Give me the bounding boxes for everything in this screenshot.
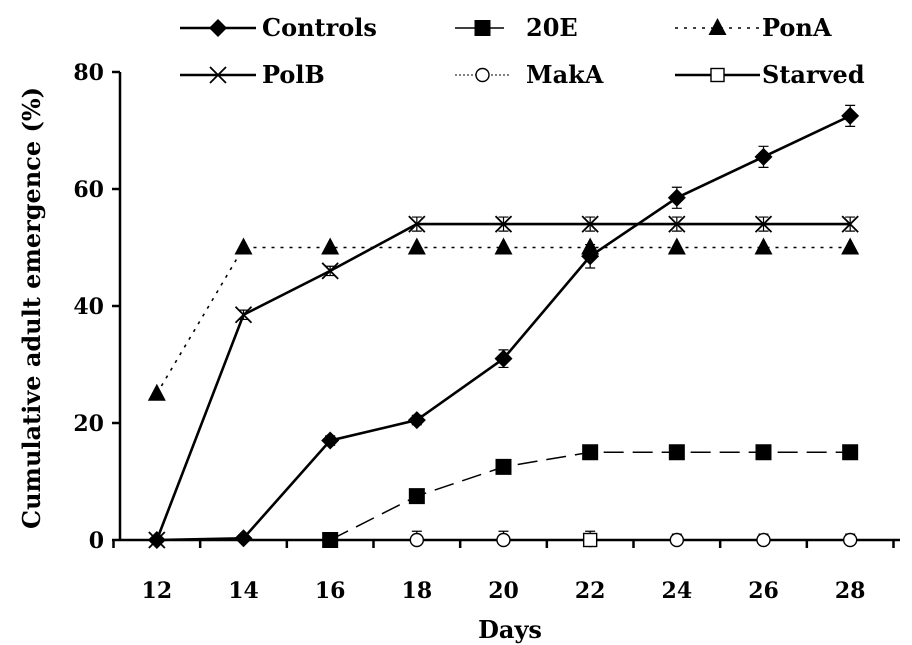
legend-label-controls: Controls (262, 13, 377, 42)
data-point-20e (668, 444, 685, 461)
data-point-pona (234, 237, 253, 255)
data-point-polb (754, 215, 773, 233)
data-point-20e (842, 444, 859, 461)
legend-label-maka: MakA (526, 60, 604, 89)
data-point-maka (669, 532, 685, 548)
series-polb (148, 215, 859, 549)
data-point-controls (147, 531, 166, 549)
legend-marker-starved (710, 67, 725, 83)
legend-marker-polb (209, 66, 227, 84)
data-point-20e (755, 444, 772, 461)
series-line-controls (156, 114, 851, 542)
series-controls (147, 104, 860, 549)
legend-label-pona: PonA (762, 13, 832, 42)
legend-marker-20e (474, 20, 491, 36)
series-line-20e (329, 451, 851, 541)
series-starved (582, 532, 598, 548)
data-point-pona (321, 237, 340, 255)
data-point-20e (495, 458, 512, 475)
data-point-controls (754, 147, 773, 166)
data-point-polb (494, 215, 513, 233)
data-point-maka (496, 532, 511, 548)
data-point-polb (321, 262, 339, 280)
data-point-maka (756, 532, 771, 548)
data-point-20e (408, 488, 425, 505)
x-ticks: 12 14 16 18 20 22 24 26 28 (112, 540, 895, 604)
data-point-pona (147, 383, 166, 401)
y-ticks: 0 20 40 60 80 (73, 60, 120, 554)
data-point-20e (322, 532, 339, 548)
series-pona (147, 237, 860, 401)
legend-label-20e: 20E (526, 13, 578, 42)
x-tick-label: 16 (315, 578, 346, 604)
data-point-pona (667, 237, 686, 255)
y-tick-label: 80 (73, 60, 104, 86)
series-20e (322, 444, 859, 548)
legend-label-polb: PolB (262, 60, 325, 89)
x-axis-title: Days (478, 615, 542, 644)
legend-item-starved: Starved (675, 60, 865, 89)
data-point-controls (407, 411, 426, 430)
data-point-controls (494, 349, 513, 368)
data-point-pona (754, 237, 773, 255)
y-tick-label: 40 (73, 294, 104, 320)
legend-item-pona: PonA (675, 13, 832, 42)
y-axis-title: Cumulative adult emergence (%) (17, 87, 46, 529)
x-tick-label: 28 (835, 578, 866, 604)
data-point-controls (841, 106, 860, 125)
series-line-pona (156, 246, 851, 395)
data-point-starved (582, 532, 598, 548)
y-tick-label: 60 (73, 177, 104, 203)
x-tick-label: 26 (748, 578, 779, 604)
data-point-polb (581, 215, 599, 233)
legend-item-maka: MakA (455, 60, 604, 89)
data-point-maka (842, 532, 858, 548)
data-point-controls (581, 247, 600, 266)
data-point-polb (841, 215, 859, 233)
y-tick-label: 20 (73, 411, 104, 437)
data-point-pona (841, 237, 860, 255)
legend-marker-controls (209, 19, 227, 37)
y-tick-label: 0 (89, 528, 104, 554)
x-tick-label: 24 (662, 578, 693, 604)
legend-item-polb: PolB (180, 60, 325, 89)
series-layer (147, 104, 860, 549)
data-point-pona (494, 237, 513, 255)
legend: Controls 20E PonA PolB MakA Starved (180, 13, 865, 89)
data-point-polb (408, 215, 426, 233)
legend-item-controls: Controls (180, 13, 377, 42)
series-line-polb (155, 222, 851, 541)
legend-marker-maka (475, 67, 490, 83)
legend-label-starved: Starved (762, 60, 865, 89)
data-point-pona (407, 237, 426, 255)
data-point-20e (582, 444, 599, 461)
data-point-controls (234, 529, 253, 548)
data-point-controls (667, 188, 686, 207)
data-point-polb (668, 215, 686, 233)
x-tick-label: 20 (488, 578, 519, 604)
x-tick-label: 14 (228, 578, 259, 604)
data-point-controls (321, 431, 340, 450)
x-tick-label: 12 (142, 578, 173, 604)
data-point-maka (409, 532, 425, 548)
x-tick-label: 18 (402, 578, 433, 604)
legend-item-20e: 20E (455, 13, 578, 42)
legend-marker-pona (708, 18, 727, 35)
data-point-polb (234, 306, 253, 324)
x-tick-label: 22 (575, 578, 606, 604)
